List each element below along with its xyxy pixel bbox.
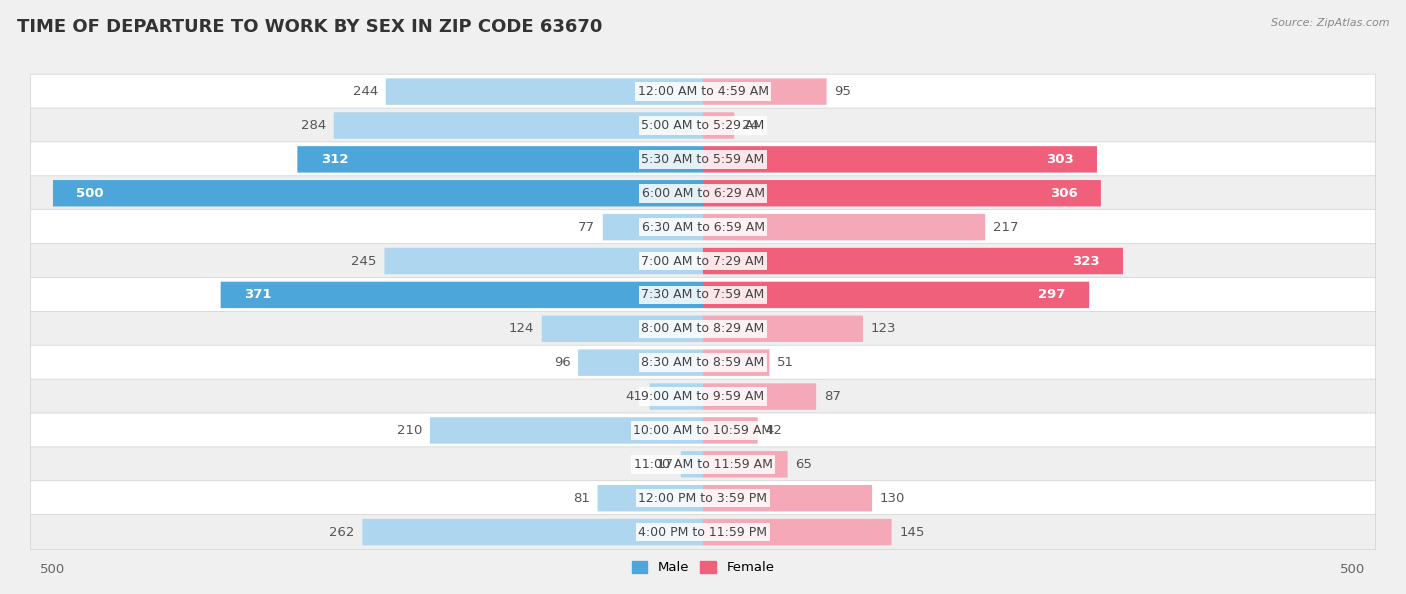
FancyBboxPatch shape [703,146,1097,173]
FancyBboxPatch shape [31,176,1375,211]
Text: 41: 41 [626,390,643,403]
Text: 6:30 AM to 6:59 AM: 6:30 AM to 6:59 AM [641,220,765,233]
FancyBboxPatch shape [703,519,891,545]
FancyBboxPatch shape [578,349,703,376]
Text: 96: 96 [554,356,571,369]
FancyBboxPatch shape [650,383,703,410]
FancyBboxPatch shape [31,345,1375,380]
Text: 12:00 AM to 4:59 AM: 12:00 AM to 4:59 AM [637,85,769,98]
FancyBboxPatch shape [363,519,703,545]
FancyBboxPatch shape [31,277,1375,312]
FancyBboxPatch shape [430,417,703,444]
Text: 306: 306 [1050,187,1077,200]
Text: 77: 77 [578,220,595,233]
Text: TIME OF DEPARTURE TO WORK BY SEX IN ZIP CODE 63670: TIME OF DEPARTURE TO WORK BY SEX IN ZIP … [17,18,602,36]
Text: 87: 87 [824,390,841,403]
Text: 6:00 AM to 6:29 AM: 6:00 AM to 6:29 AM [641,187,765,200]
Text: 217: 217 [993,220,1018,233]
Text: 5:00 AM to 5:29 AM: 5:00 AM to 5:29 AM [641,119,765,132]
FancyBboxPatch shape [31,413,1375,448]
Text: 4:00 PM to 11:59 PM: 4:00 PM to 11:59 PM [638,526,768,539]
Text: 244: 244 [353,85,378,98]
Text: 42: 42 [765,424,782,437]
FancyBboxPatch shape [703,451,787,478]
FancyBboxPatch shape [703,485,872,511]
FancyBboxPatch shape [703,78,827,105]
Text: 95: 95 [834,85,851,98]
Text: 7:00 AM to 7:29 AM: 7:00 AM to 7:29 AM [641,254,765,267]
FancyBboxPatch shape [53,180,703,207]
Legend: Male, Female: Male, Female [626,555,780,580]
FancyBboxPatch shape [703,383,817,410]
Text: 245: 245 [352,254,377,267]
FancyBboxPatch shape [703,349,769,376]
FancyBboxPatch shape [703,248,1123,274]
FancyBboxPatch shape [603,214,703,241]
Text: 123: 123 [870,323,896,335]
FancyBboxPatch shape [31,210,1375,245]
FancyBboxPatch shape [31,514,1375,549]
FancyBboxPatch shape [703,180,1101,207]
FancyBboxPatch shape [31,379,1375,414]
FancyBboxPatch shape [333,112,703,139]
Text: 65: 65 [796,458,813,471]
Text: 81: 81 [574,492,591,505]
FancyBboxPatch shape [598,485,703,511]
Text: 130: 130 [880,492,905,505]
FancyBboxPatch shape [297,146,703,173]
FancyBboxPatch shape [31,481,1375,516]
FancyBboxPatch shape [703,282,1090,308]
Text: 210: 210 [396,424,422,437]
Text: Source: ZipAtlas.com: Source: ZipAtlas.com [1271,18,1389,28]
Text: 262: 262 [329,526,354,539]
Text: 500: 500 [76,187,104,200]
FancyBboxPatch shape [31,447,1375,482]
Text: 9:00 AM to 9:59 AM: 9:00 AM to 9:59 AM [641,390,765,403]
Text: 12:00 PM to 3:59 PM: 12:00 PM to 3:59 PM [638,492,768,505]
FancyBboxPatch shape [31,142,1375,177]
Text: 312: 312 [321,153,349,166]
FancyBboxPatch shape [703,112,734,139]
Text: 145: 145 [900,526,925,539]
Text: 297: 297 [1038,289,1066,301]
Text: 11:00 AM to 11:59 AM: 11:00 AM to 11:59 AM [634,458,772,471]
Text: 8:00 AM to 8:29 AM: 8:00 AM to 8:29 AM [641,323,765,335]
Text: 303: 303 [1046,153,1073,166]
FancyBboxPatch shape [385,78,703,105]
Text: 371: 371 [245,289,271,301]
FancyBboxPatch shape [31,108,1375,143]
Text: 7:30 AM to 7:59 AM: 7:30 AM to 7:59 AM [641,289,765,301]
FancyBboxPatch shape [541,315,703,342]
FancyBboxPatch shape [703,315,863,342]
Text: 284: 284 [301,119,326,132]
Text: 124: 124 [509,323,534,335]
FancyBboxPatch shape [31,74,1375,109]
FancyBboxPatch shape [221,282,703,308]
Text: 5:30 AM to 5:59 AM: 5:30 AM to 5:59 AM [641,153,765,166]
Text: 24: 24 [742,119,759,132]
FancyBboxPatch shape [703,417,758,444]
FancyBboxPatch shape [384,248,703,274]
Text: 17: 17 [657,458,673,471]
FancyBboxPatch shape [31,244,1375,279]
FancyBboxPatch shape [31,311,1375,346]
Text: 8:30 AM to 8:59 AM: 8:30 AM to 8:59 AM [641,356,765,369]
Text: 10:00 AM to 10:59 AM: 10:00 AM to 10:59 AM [634,424,772,437]
Text: 323: 323 [1071,254,1099,267]
Text: 51: 51 [778,356,794,369]
FancyBboxPatch shape [681,451,703,478]
FancyBboxPatch shape [703,214,986,241]
